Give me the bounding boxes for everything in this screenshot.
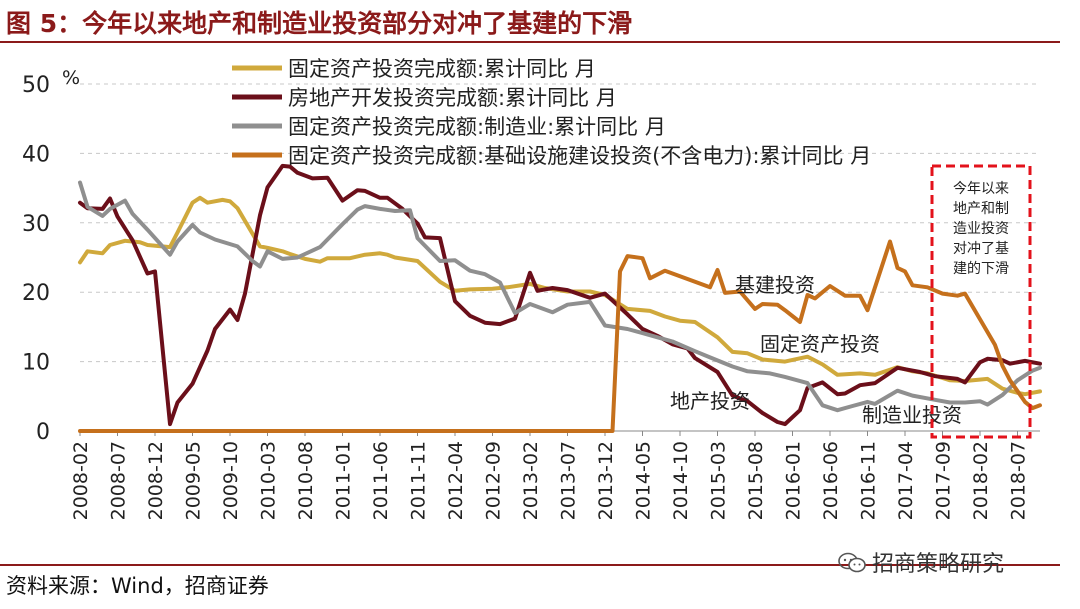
x-tick-label: 2008-07: [108, 441, 130, 520]
y-tick-label: 30: [22, 212, 50, 237]
re-label: 地产投资: [670, 389, 750, 413]
x-tick-label: 2013-02: [520, 441, 542, 520]
x-tick-label: 2016-06: [820, 441, 842, 520]
series-line: [78, 239, 1042, 433]
series-line: [78, 180, 1042, 413]
x-tick-label: 2009-05: [183, 441, 205, 520]
x-tick-label: 2013-12: [595, 441, 617, 520]
series-line: [78, 163, 1042, 427]
x-tick-label: 2015-08: [745, 441, 767, 520]
figure-title: 图 5：今年以来地产和制造业投资部分对冲了基建的下滑: [6, 9, 633, 38]
box-note-line: 对冲了基: [953, 240, 1009, 257]
box-note-line: 地产和制: [953, 201, 1009, 217]
x-tick-label: 2009-10: [220, 441, 242, 520]
x-tick-label: 2018-02: [970, 441, 992, 520]
x-tick-label: 2018-07: [1008, 441, 1030, 520]
x-tick-label: 2011-11: [408, 441, 430, 520]
x-tick-label: 2008-12: [145, 441, 167, 520]
chart-area: 0 10 20 30 40 50% 2008-02 2008-07 2008-12 2009-0…: [22, 57, 1042, 520]
series-layer: [78, 163, 1042, 433]
x-tick-label: 2017-04: [895, 441, 917, 520]
x-tick-label: 2008-02: [70, 441, 92, 520]
x-tick-label: 2015-03: [708, 441, 730, 520]
x-tick-label: 2014-05: [633, 441, 655, 520]
y-tick-label: 0: [36, 420, 50, 445]
y-tick-label: 50: [22, 73, 50, 98]
x-tick-label: 2011-06: [370, 441, 392, 520]
infra-label: 基建投资: [735, 273, 815, 297]
fai-label: 固定资产投资: [760, 332, 880, 356]
mfg-label: 制造业投资: [862, 403, 962, 427]
x-tick-label: 2010-03: [258, 441, 280, 520]
y-tick-label: 40: [22, 142, 50, 167]
box-note-line: 造业投资: [953, 221, 1009, 237]
watermark-text: 招商策略研究: [872, 552, 1005, 577]
x-tick-label: 2014-10: [670, 441, 692, 520]
x-tick-label: 2017-09: [933, 441, 955, 520]
legend-label: 固定资产投资完成额:基础设施建设投资(不含电力):累计同比 月: [288, 144, 871, 168]
y-tick-label: 20: [22, 281, 50, 306]
legend-label: 房地产开发投资完成额:累计同比 月: [288, 86, 617, 110]
x-axis: 2008-02 2008-07 2008-12 2009-05 2009-10 2010-…: [70, 430, 1040, 520]
x-tick-label: 2012-09: [483, 441, 505, 520]
y-axis: 0 10 20 30 40 50%: [22, 67, 80, 445]
x-tick-label: 2011-01: [333, 441, 355, 520]
x-tick-label: 2013-07: [558, 441, 580, 520]
x-tick-label: 2010-08: [295, 441, 317, 520]
x-tick-label: 2016-11: [858, 441, 880, 520]
y-axis-unit: %: [62, 67, 80, 89]
box-note-line: 建的下滑: [953, 260, 1009, 277]
legend-label: 固定资产投资完成额:制造业:累计同比 月: [288, 115, 666, 139]
series-line: [78, 195, 1042, 397]
watermark: 招商策略研究: [838, 546, 1004, 578]
footer-rule: [0, 564, 1060, 566]
legend-label: 固定资产投资完成额:累计同比 月: [288, 57, 596, 81]
x-tick-label: 2012-04: [445, 441, 467, 520]
wechat-icon: [838, 552, 866, 573]
highlight-box: [930, 164, 1032, 439]
y-tick-label: 10: [22, 351, 50, 376]
x-tick-label: 2016-01: [783, 441, 805, 520]
box-note-line: 今年以来: [953, 181, 1009, 197]
source-note: 资料来源：Wind，招商证券: [6, 574, 269, 598]
title-rule: [0, 41, 1060, 43]
